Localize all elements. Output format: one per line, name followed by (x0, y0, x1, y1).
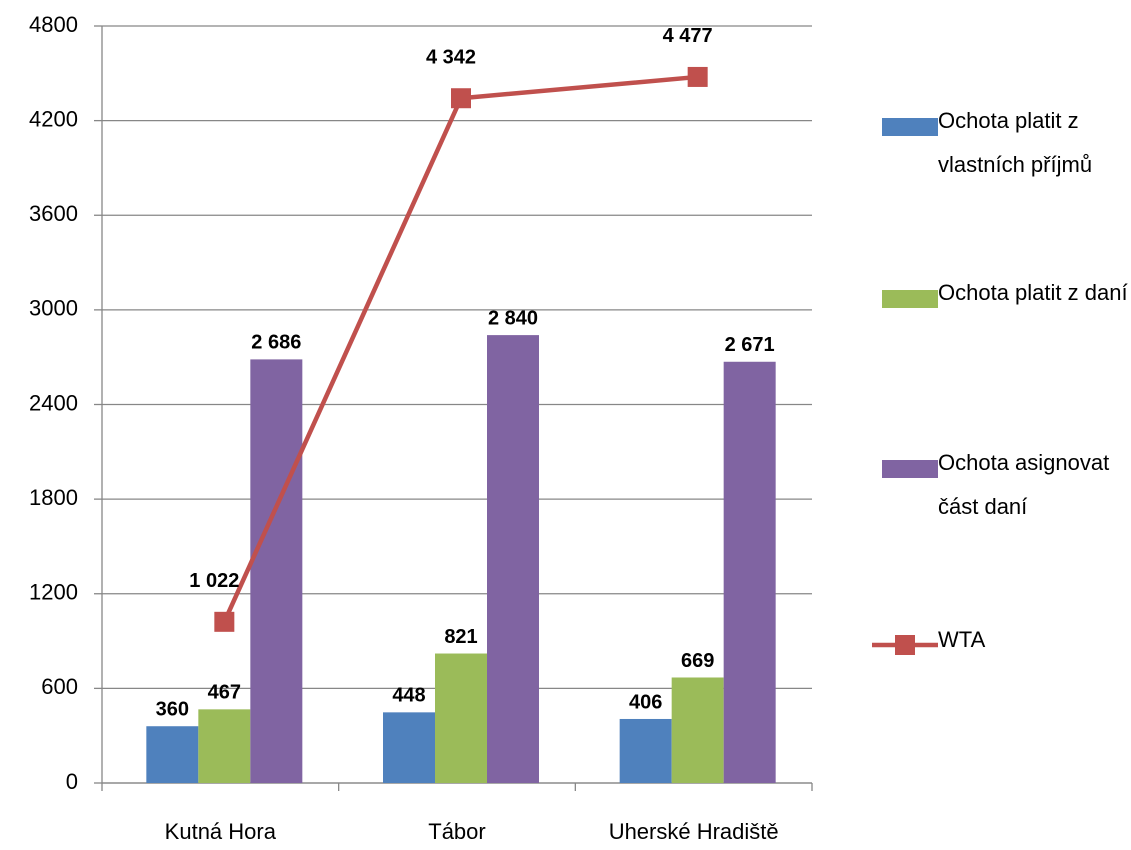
legend-label: Ochota asignovat část daní (938, 450, 1110, 519)
bar (250, 359, 303, 783)
value-label: 4 477 (663, 25, 713, 47)
legend-entry: WTA (938, 627, 986, 652)
value-label: 2 671 (725, 334, 775, 356)
legend-label: Ochota platit z vlastních příjmů (938, 108, 1093, 177)
y-tick-label: 0 (66, 769, 78, 794)
bar (198, 709, 251, 783)
x-tick-label: Tábor (428, 819, 485, 844)
y-tick-label: 1800 (29, 485, 78, 510)
line-marker (451, 88, 471, 109)
legend-swatch (882, 118, 938, 136)
legend-swatch (882, 290, 938, 308)
legend-swatch (895, 635, 915, 655)
value-label: 448 (392, 685, 425, 707)
y-tick-label: 4200 (29, 106, 78, 131)
y-tick-label: 1200 (29, 580, 78, 605)
value-label: 4 342 (426, 47, 476, 69)
legend-label: WTA (938, 627, 986, 652)
x-tick-label: Kutná Hora (165, 819, 277, 844)
y-tick-label: 2400 (29, 390, 78, 415)
legend-entry: Ochota platit z vlastních příjmů (938, 108, 1093, 177)
bar (723, 361, 776, 783)
bar (619, 718, 672, 783)
value-label: 821 (444, 626, 477, 648)
value-label: 2 686 (251, 332, 301, 354)
legend-label: Ochota platit z daní (938, 280, 1128, 305)
y-tick-label: 3600 (29, 201, 78, 226)
bar (435, 653, 487, 783)
x-tick-label: Uherské Hradiště (609, 819, 779, 844)
value-label: 1 022 (189, 570, 239, 592)
legend-entry: Ochota platit z daní (938, 280, 1128, 305)
value-label: 2 840 (488, 307, 538, 329)
value-label: 669 (681, 650, 714, 672)
bar (671, 677, 724, 783)
y-tick-label: 4800 (29, 12, 78, 37)
y-tick-label: 600 (41, 674, 78, 699)
legend-entry: Ochota asignovat část daní (938, 450, 1110, 519)
value-label: 360 (156, 699, 189, 721)
bar (146, 726, 199, 783)
bar (487, 335, 539, 783)
y-tick-label: 3000 (29, 296, 78, 321)
bar (383, 712, 435, 783)
value-label: 467 (208, 682, 241, 704)
line-marker (214, 611, 235, 632)
line-marker (687, 66, 708, 87)
legend-swatch (882, 460, 938, 478)
value-label: 406 (629, 691, 662, 713)
